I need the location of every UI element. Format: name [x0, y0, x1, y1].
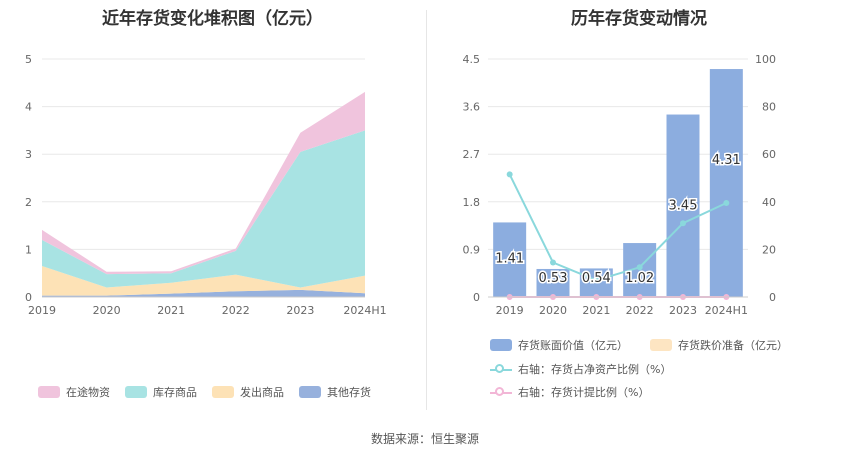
legend-item-shipped-goods[interactable]: 发出商品	[212, 384, 284, 400]
bar-data-label: 1.02	[625, 271, 654, 286]
y-tick-label: 2	[25, 196, 32, 209]
point-ratio	[550, 259, 556, 266]
y-left-tick-label: 0	[473, 291, 480, 304]
bar-data-label: 0.53	[539, 271, 568, 286]
point-ratio	[723, 199, 730, 206]
legend-swatch-ratio	[490, 363, 512, 375]
x-tick-label: 2020	[539, 304, 567, 317]
x-tick-label: 2024H1	[705, 304, 748, 317]
bar-data-label: 1.41	[495, 251, 524, 266]
bar-book-value	[709, 69, 743, 297]
bar-book-value	[493, 222, 527, 297]
y-right-tick-label: 80	[762, 101, 776, 114]
y-tick-label: 3	[25, 148, 32, 161]
point-ratio	[680, 220, 686, 227]
y-right-tick-label: 100	[755, 53, 776, 66]
x-tick-label: 2022	[222, 304, 250, 317]
x-tick-label: 2019	[496, 304, 524, 317]
point-ratio	[506, 171, 513, 178]
panel-divider	[426, 10, 427, 410]
x-tick-label: 2024H1	[343, 304, 386, 317]
y-left-tick-label: 2.7	[463, 148, 481, 161]
bar-data-label: 0.54	[582, 271, 611, 286]
legend-label: 发出商品	[240, 386, 284, 399]
legend-swatch-other	[299, 386, 321, 398]
area-other	[42, 289, 365, 297]
right-chart-title: 历年存货变动情况	[571, 9, 707, 29]
y-tick-label: 5	[25, 53, 32, 66]
legend-label: 存货账面价值（亿元）	[518, 339, 628, 352]
bar-book-value	[536, 268, 570, 297]
area-shipped-goods	[42, 266, 365, 296]
legend-label: 库存商品	[153, 386, 197, 399]
x-tick-label: 2020	[93, 304, 121, 317]
x-tick-label: 2021	[157, 304, 185, 317]
legend-label: 其他存货	[327, 386, 371, 399]
legend-swatch-shipped-goods	[212, 386, 234, 398]
legend-item-provision[interactable]: 右轴：存货计提比例（%）	[490, 384, 649, 400]
legend-swatch-impairment	[650, 339, 672, 351]
bar-data-label: 4.31	[712, 153, 741, 168]
legend-item-in-transit[interactable]: 在途物资	[38, 384, 110, 400]
y-right-tick-label: 60	[762, 148, 776, 161]
point-ratio	[593, 277, 600, 284]
legend-label: 右轴：存货占净资产比例（%）	[518, 363, 672, 376]
legend-swatch-in-transit	[38, 386, 60, 398]
bar-book-value	[666, 114, 700, 298]
line-ratio	[508, 173, 727, 282]
y-tick-label: 4	[25, 101, 32, 114]
left-chart-title: 近年存货变化堆积图（亿元）	[102, 9, 323, 29]
legend-item-ratio[interactable]: 右轴：存货占净资产比例（%）	[490, 361, 671, 377]
y-tick-label: 1	[25, 243, 32, 256]
legend-item-book-value[interactable]: 存货账面价值（亿元）	[490, 337, 628, 353]
y-tick-label: 0	[25, 291, 32, 304]
data-source: 数据来源：恒生聚源	[370, 432, 479, 446]
legend-swatch-book-value	[490, 339, 512, 351]
x-tick-label: 2021	[582, 304, 610, 317]
right-legend: 存货账面价值（亿元） 存货跌价准备（亿元） 右轴：存货占净资产比例（%） 右轴：…	[428, 0, 850, 410]
legend-item-other[interactable]: 其他存货	[299, 384, 371, 400]
y-right-tick-label: 20	[762, 243, 776, 256]
stacked-area-chart: 0 1 2 3 4 5 2019 2020 2021 2022 2023 2024H1	[25, 53, 387, 317]
area-in-transit	[42, 91, 365, 275]
y-left-tick-label: 0.9	[463, 243, 481, 256]
bar-line-chart: 0 0.9 1.8 2.7 3.6 4.5 0 20 40 60 80 100 1.41 0.53 0.54…	[463, 53, 777, 317]
inventory-change-panel: 历年存货变动情况 0 0.9 1.8 2.7 3.6 4.5 0 20 40 60 80 100 1.4…	[428, 0, 850, 410]
legend-label: 存货跌价准备（亿元）	[678, 339, 788, 352]
y-left-tick-label: 1.8	[463, 196, 481, 209]
x-tick-label: 2019	[28, 304, 56, 317]
left-legend: 在途物资 库存商品 发出商品 其他存货	[0, 0, 425, 410]
x-tick-label: 2023	[669, 304, 697, 317]
point-ratio	[636, 264, 643, 271]
stacked-area-panel: 近年存货变化堆积图（亿元） 0 1 2 3 4 5 2019 2020 2021 2022 2023…	[0, 0, 425, 410]
legend-label: 右轴：存货计提比例（%）	[518, 386, 650, 399]
x-tick-label: 2023	[286, 304, 314, 317]
x-tick-label: 2022	[626, 304, 654, 317]
y-left-tick-label: 3.6	[463, 101, 481, 114]
y-right-tick-label: 0	[769, 291, 776, 304]
legend-label: 在途物资	[66, 386, 110, 399]
legend-swatch-stock-goods	[125, 386, 147, 398]
legend-item-stock-goods[interactable]: 库存商品	[125, 384, 197, 400]
y-left-tick-label: 4.5	[463, 53, 481, 66]
area-stock-goods	[42, 130, 365, 288]
legend-swatch-provision	[490, 386, 512, 398]
bar-data-label: 3.45	[669, 199, 698, 214]
legend-item-impairment[interactable]: 存货跌价准备（亿元）	[650, 337, 788, 353]
y-right-tick-label: 40	[762, 196, 776, 209]
